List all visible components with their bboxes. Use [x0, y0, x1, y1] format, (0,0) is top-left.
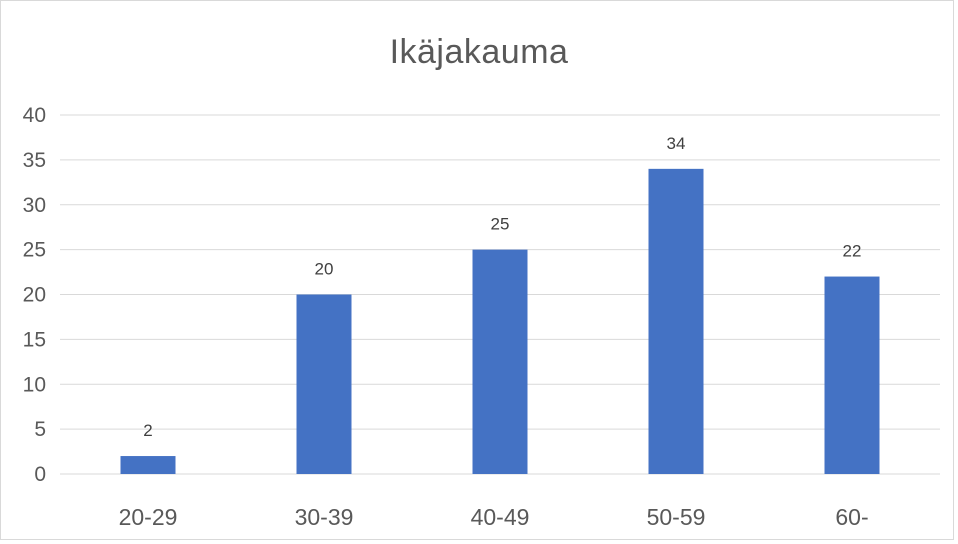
- y-tick-label: 5: [34, 418, 46, 441]
- bar-50-59: [648, 168, 704, 474]
- data-label-30-39: 20: [315, 260, 334, 279]
- data-label-60-: 22: [843, 242, 862, 261]
- bar-40-49: [472, 249, 528, 474]
- x-category-label: 40-49: [471, 504, 530, 530]
- data-label-40-49: 25: [491, 215, 510, 234]
- x-category-label: 50-59: [647, 504, 706, 530]
- chart-title: Ikäjakauma: [389, 33, 569, 71]
- y-axis-ticks: 0 5 10 15 20 25 30 35 40: [23, 104, 46, 486]
- x-category-label: 60-: [835, 504, 868, 530]
- y-tick-label: 15: [23, 328, 46, 351]
- y-tick-label: 0: [34, 463, 46, 486]
- data-label-20-29: 2: [143, 421, 152, 440]
- y-tick-label: 35: [23, 149, 46, 172]
- y-tick-label: 25: [23, 239, 46, 262]
- data-labels: 2 20 25 34 22: [143, 134, 861, 440]
- data-label-50-59: 34: [667, 134, 686, 153]
- bars: [120, 168, 880, 474]
- y-tick-label: 20: [23, 284, 46, 307]
- bar-20-29: [120, 456, 176, 474]
- y-tick-label: 10: [23, 373, 46, 396]
- x-category-label: 30-39: [295, 504, 354, 530]
- y-tick-label: 30: [23, 194, 46, 217]
- x-axis-categories: 20-29 30-39 40-49 50-59 60-: [119, 504, 869, 530]
- y-tick-label: 40: [23, 104, 46, 127]
- bar-60-: [824, 276, 880, 474]
- x-category-label: 20-29: [119, 504, 178, 530]
- bar-30-39: [296, 294, 352, 474]
